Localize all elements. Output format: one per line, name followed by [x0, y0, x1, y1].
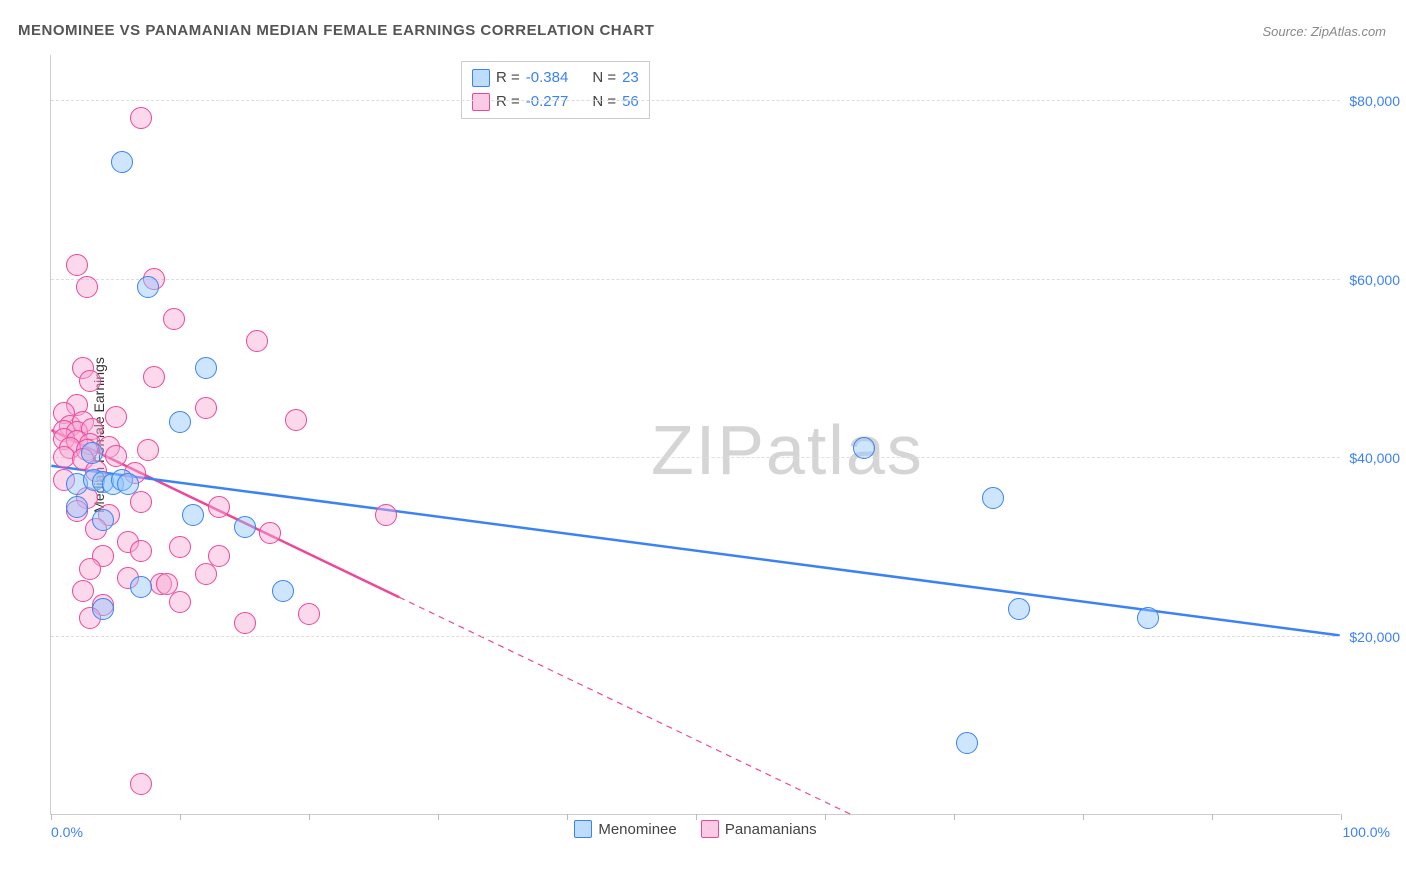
- data-point-pink: [76, 276, 98, 298]
- swatch-pink: [701, 820, 719, 838]
- data-point-pink: [234, 612, 256, 634]
- data-point-pink: [285, 409, 307, 431]
- data-point-blue: [92, 509, 114, 531]
- legend-label-blue: Menominee: [598, 821, 676, 838]
- x-tick: [309, 814, 310, 820]
- data-point-pink: [169, 591, 191, 613]
- data-point-pink: [137, 439, 159, 461]
- data-point-pink: [66, 254, 88, 276]
- x-tick: [438, 814, 439, 820]
- swatch-blue: [574, 820, 592, 838]
- data-point-pink: [195, 397, 217, 419]
- gridline: $60,000: [51, 279, 1340, 280]
- data-point-blue: [81, 442, 103, 464]
- data-point-pink: [143, 366, 165, 388]
- y-tick-label: $20,000: [1345, 629, 1400, 645]
- data-point-pink: [169, 536, 191, 558]
- trend-lines: [51, 55, 1340, 814]
- chart-title: MENOMINEE VS PANAMANIAN MEDIAN FEMALE EA…: [18, 22, 654, 39]
- data-point-blue: [1137, 607, 1159, 629]
- data-point-pink: [130, 107, 152, 129]
- source-attribution: Source: ZipAtlas.com: [1262, 24, 1386, 39]
- data-point-blue: [169, 411, 191, 433]
- x-tick: [1341, 814, 1342, 820]
- data-point-pink: [130, 491, 152, 513]
- x-tick: [1212, 814, 1213, 820]
- legend-item-panamanians: Panamanians: [701, 820, 817, 838]
- data-point-pink: [79, 370, 101, 392]
- data-point-blue: [130, 576, 152, 598]
- y-tick-label: $60,000: [1345, 272, 1400, 288]
- gridline: $20,000: [51, 636, 1340, 637]
- x-tick-label-right: 100.0%: [1343, 824, 1390, 840]
- data-point-pink: [130, 773, 152, 795]
- legend-item-menominee: Menominee: [574, 820, 676, 838]
- data-point-blue: [117, 473, 139, 495]
- series-legend: Menominee Panamanians: [51, 820, 1340, 842]
- data-point-pink: [72, 580, 94, 602]
- data-point-blue: [982, 487, 1004, 509]
- data-point-pink: [375, 504, 397, 526]
- data-point-pink: [79, 558, 101, 580]
- data-point-pink: [246, 330, 268, 352]
- x-tick: [696, 814, 697, 820]
- data-point-blue: [853, 437, 875, 459]
- x-tick: [954, 814, 955, 820]
- data-point-blue: [92, 598, 114, 620]
- x-tick: [567, 814, 568, 820]
- y-tick-label: $80,000: [1345, 93, 1400, 109]
- data-point-pink: [259, 522, 281, 544]
- gridline: $40,000: [51, 457, 1340, 458]
- x-tick: [180, 814, 181, 820]
- data-point-blue: [182, 504, 204, 526]
- data-point-blue: [195, 357, 217, 379]
- data-point-pink: [163, 308, 185, 330]
- legend-label-pink: Panamanians: [725, 821, 817, 838]
- x-tick: [825, 814, 826, 820]
- gridline: $80,000: [51, 100, 1340, 101]
- data-point-blue: [111, 151, 133, 173]
- y-tick-label: $40,000: [1345, 450, 1400, 466]
- plot-area: Median Female Earnings ZIPatlas R = -0.3…: [50, 55, 1340, 815]
- data-point-blue: [956, 732, 978, 754]
- data-point-blue: [137, 276, 159, 298]
- data-point-pink: [130, 540, 152, 562]
- data-point-blue: [1008, 598, 1030, 620]
- x-tick: [1083, 814, 1084, 820]
- data-point-blue: [66, 496, 88, 518]
- x-tick: [51, 814, 52, 820]
- data-point-pink: [195, 563, 217, 585]
- x-tick-label-left: 0.0%: [51, 824, 83, 840]
- data-point-pink: [208, 496, 230, 518]
- data-point-pink: [105, 406, 127, 428]
- data-point-pink: [105, 445, 127, 467]
- data-point-pink: [298, 603, 320, 625]
- data-point-blue: [272, 580, 294, 602]
- data-point-blue: [234, 516, 256, 538]
